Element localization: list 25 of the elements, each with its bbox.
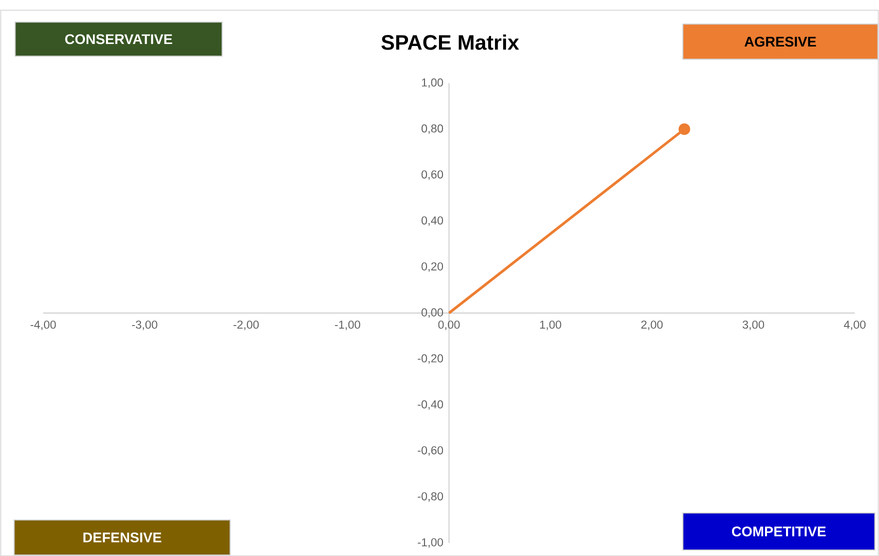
x-tick-label: 2,00 (641, 320, 663, 330)
y-tick-label: -0,60 (418, 446, 444, 456)
y-tick-label: 0,60 (422, 170, 444, 180)
x-tick-label: -2,00 (234, 320, 259, 330)
y-tick-label: -0,40 (418, 400, 444, 410)
y-tick-label: -1,00 (418, 538, 444, 548)
x-tick-label: -3,00 (132, 320, 158, 330)
y-tick-label: 0,20 (422, 262, 444, 272)
x-tick-label: -4,00 (30, 320, 56, 330)
y-tick-label: 1,00 (422, 78, 444, 88)
text: CONSERVATIVE (65, 34, 172, 44)
y-tick-label: 0,00 (422, 308, 444, 318)
text: AGRESIVE (744, 36, 816, 46)
x-tick-label: 0,00 (438, 320, 460, 330)
y-tick-label: -0,80 (418, 492, 444, 502)
x-tick-label: -1,00 (334, 320, 360, 330)
x-tick-label: 1,00 (540, 320, 562, 330)
x-tick-label: 3,00 (742, 320, 764, 330)
x-tick-label: 4,00 (844, 320, 866, 330)
chart-title: SPACE Matrix (381, 34, 520, 50)
y-tick-label: 0,80 (422, 124, 444, 134)
annotation: DEFENSIVE (83, 532, 162, 542)
y-tick-label: -0,20 (418, 354, 444, 364)
y-tick-label: 0,40 (422, 216, 444, 226)
annotation: COMPETITIVE (732, 526, 826, 536)
